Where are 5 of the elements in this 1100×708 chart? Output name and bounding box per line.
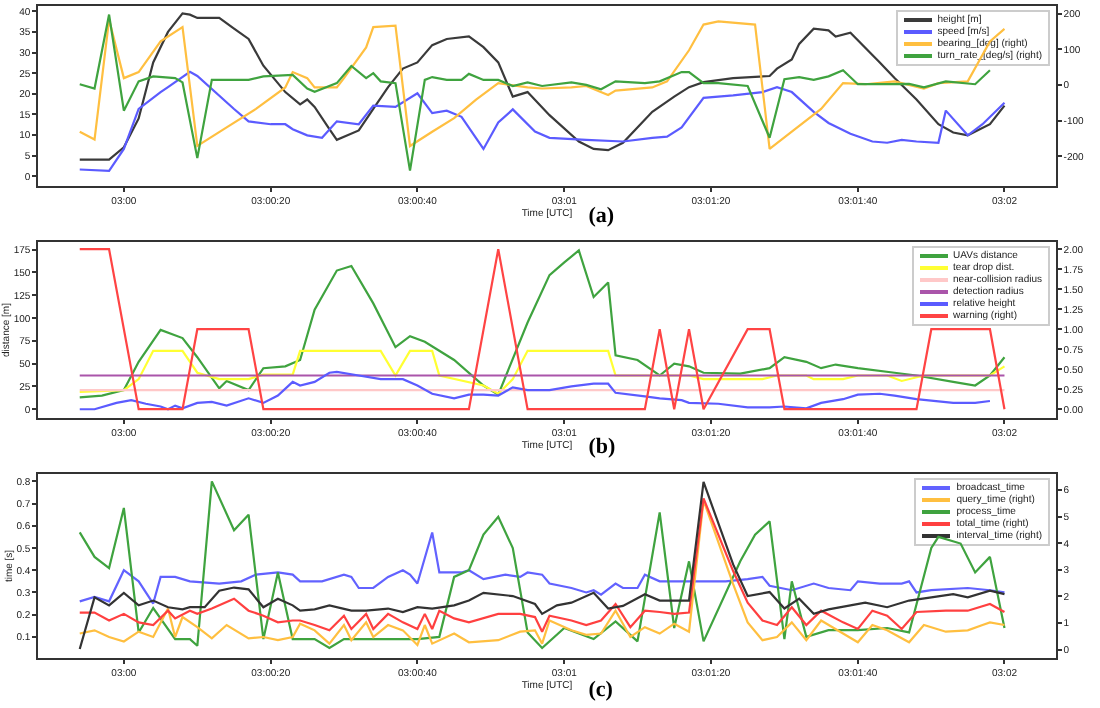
text: (a) (588, 204, 615, 229)
text: (c) (588, 677, 614, 702)
text: (b) (588, 434, 617, 459)
line-series (78, 70, 1006, 172)
line-series (78, 370, 992, 411)
